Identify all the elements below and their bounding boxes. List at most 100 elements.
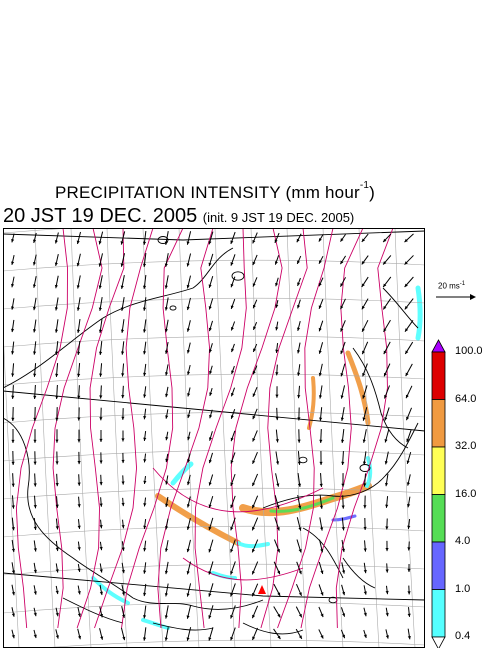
isobar-line [335, 228, 394, 629]
grid-meridian [70, 228, 92, 648]
wind-vector [251, 495, 259, 509]
wind-vector [252, 430, 258, 442]
wind-vector [296, 255, 302, 265]
wind-vector [275, 407, 279, 421]
wind-vector [33, 495, 37, 509]
grid-parallel [3, 297, 425, 310]
wind-vector [339, 255, 347, 265]
wind-vector [143, 583, 147, 597]
wind-vector [186, 275, 192, 289]
wind-vector [230, 583, 236, 597]
isobar-line [260, 228, 308, 629]
wind-vector [33, 384, 37, 400]
wind-vector [274, 495, 280, 509]
wind-vector [319, 517, 324, 531]
legend-color-box [431, 446, 446, 495]
wind-vector [121, 584, 126, 596]
wind-vector [11, 495, 15, 509]
wind-vector [33, 429, 37, 443]
wind-vector [11, 539, 15, 553]
wind-vector [165, 386, 169, 398]
wind-vector [273, 561, 281, 575]
wind-vector [318, 561, 324, 575]
wind-vector [54, 341, 59, 355]
grid-meridian [322, 228, 344, 648]
wind-vector [340, 341, 346, 355]
wind-vector [121, 606, 126, 618]
wind-vector [33, 517, 37, 531]
init-time-label: (init. 9 JST 19 DEC. 2005) [202, 210, 355, 225]
wind-vector [99, 519, 103, 529]
wind-vector [11, 319, 15, 333]
wind-vector [33, 406, 37, 422]
wind-vector [252, 343, 258, 353]
wind-vector [275, 451, 280, 465]
wind-vector [186, 561, 192, 575]
wind-vector [32, 232, 37, 244]
wind-vector [54, 319, 59, 333]
wind-vector [296, 320, 301, 332]
wind-vector [187, 453, 191, 463]
isobar-line [121, 228, 184, 629]
wind-vector [164, 253, 169, 267]
wind-vector [99, 541, 103, 551]
wind-vector [143, 475, 147, 485]
coastline-segment [62, 597, 124, 624]
wind-vector [341, 584, 346, 596]
wind-vector [252, 232, 258, 244]
map-background [3, 228, 425, 648]
wind-vector [121, 363, 125, 377]
wind-vector [252, 254, 258, 266]
wind-vector [55, 451, 59, 465]
wind-vector [230, 387, 236, 397]
wind-vector [165, 496, 169, 508]
wind-vector [164, 605, 169, 619]
grid-meridian [214, 228, 236, 648]
wind-vector [208, 275, 214, 289]
grid-parallel [3, 563, 425, 576]
wind-vector [362, 363, 368, 377]
island [157, 236, 169, 244]
wind-vector [121, 497, 125, 507]
coastline [3, 236, 419, 635]
wind-vector [187, 364, 191, 376]
wind-vector [384, 429, 390, 443]
wind-vector [77, 519, 81, 529]
grid-parallel [3, 335, 425, 348]
legend-level-label: 0.4 [455, 630, 471, 642]
wind-vector [143, 408, 147, 420]
wind-vector [77, 474, 81, 486]
map-frame [3, 228, 425, 648]
wind-vector [230, 254, 236, 266]
legend-color-box [431, 351, 446, 400]
wind-vector [208, 561, 214, 575]
wind-vector [11, 385, 15, 399]
wind-vector [230, 276, 236, 288]
wind-vector [55, 429, 59, 443]
wind-vector [186, 342, 191, 354]
wind-vector [99, 606, 104, 618]
wind-vector [251, 539, 259, 553]
isobar-line [230, 228, 283, 629]
wind-vector [382, 255, 392, 265]
wind-vector [384, 473, 389, 487]
wind-vector [77, 607, 81, 617]
wind-vector [230, 605, 236, 619]
wind-vector [339, 277, 347, 287]
wind-vector [341, 495, 345, 509]
wind-vector [164, 275, 169, 289]
wind-vector [76, 340, 81, 356]
wind-vector [33, 607, 37, 617]
wind-vector [55, 585, 59, 595]
wind-vector [11, 276, 15, 288]
wind-vector [77, 585, 81, 595]
wind-vector [383, 319, 391, 333]
wind-vector [230, 430, 236, 442]
wind-vector [252, 321, 258, 331]
wind-vector [230, 627, 236, 641]
wind-vector [297, 473, 302, 487]
wind-vector [142, 231, 147, 245]
wind-vector [32, 276, 37, 288]
wind-vector [406, 429, 412, 443]
wind-scale-key: 20 ms-1 [428, 272, 498, 312]
